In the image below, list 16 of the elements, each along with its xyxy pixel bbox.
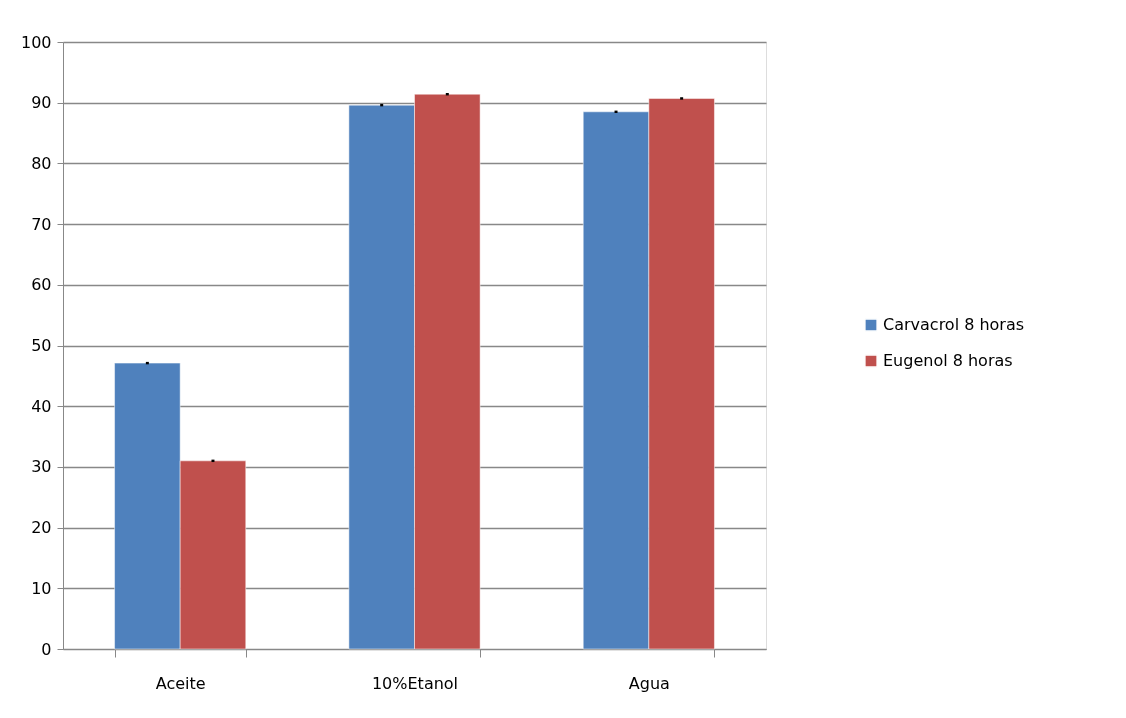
legend-label: Eugenol 8 horas: [883, 351, 1013, 370]
legend-label: Carvacrol 8 horas: [883, 315, 1025, 334]
y-tick-label: 60: [31, 275, 52, 295]
y-tick-label: 80: [31, 153, 52, 173]
y-tick-label: 100: [20, 32, 52, 52]
x-tick-label: Agua: [628, 673, 670, 693]
y-tick-label: 0: [41, 639, 52, 659]
x-tick-label: 10%Etanol: [371, 673, 459, 693]
y-tick-label: 50: [31, 336, 52, 355]
y-tick-label: 30: [31, 457, 52, 477]
y-tick-label: 90: [31, 93, 52, 113]
y-tick-label: 40: [31, 396, 52, 416]
y-tick-label: 20: [31, 518, 52, 538]
y-tick-label: 10: [31, 578, 52, 598]
x-tick-label: Aceite: [155, 673, 206, 693]
y-tick-label: 70: [31, 214, 52, 234]
